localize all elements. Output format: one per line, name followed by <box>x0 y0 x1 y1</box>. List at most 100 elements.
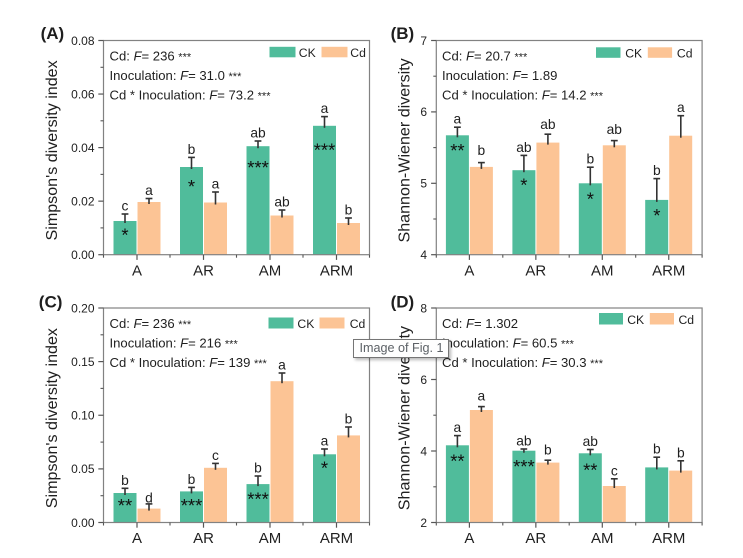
svg-text:*: * <box>587 189 594 210</box>
svg-text:b: b <box>544 442 552 457</box>
svg-text:CK: CK <box>297 317 314 331</box>
svg-text:ab: ab <box>607 122 623 137</box>
svg-text:b: b <box>478 143 486 158</box>
svg-text:(A): (A) <box>41 24 65 43</box>
svg-text:b: b <box>254 461 262 476</box>
svg-text:4: 4 <box>420 444 427 458</box>
svg-text:Cd: Cd <box>677 46 693 60</box>
svg-text:0.20: 0.20 <box>71 301 95 315</box>
svg-text:**: ** <box>118 495 132 516</box>
svg-text:AM: AM <box>259 530 282 547</box>
svg-text:d: d <box>145 490 153 505</box>
svg-text:(B): (B) <box>391 24 415 43</box>
svg-text:5: 5 <box>420 177 427 191</box>
svg-text:a: a <box>454 112 462 127</box>
svg-text:b: b <box>677 445 685 460</box>
svg-text:b: b <box>188 472 196 487</box>
svg-text:a: a <box>145 183 153 198</box>
svg-text:A: A <box>464 263 474 280</box>
svg-text:ARM: ARM <box>652 263 685 280</box>
svg-text:AR: AR <box>525 530 546 547</box>
svg-text:Shannon-Wiener diversity: Shannon-Wiener diversity <box>396 325 414 510</box>
svg-text:Shannon-Wiener diversity: Shannon-Wiener diversity <box>396 57 414 242</box>
svg-text:ab: ab <box>583 434 599 449</box>
svg-text:2: 2 <box>420 516 427 530</box>
svg-text:*: * <box>188 176 195 197</box>
svg-text:6: 6 <box>420 105 427 119</box>
svg-text:Inoculation: F= 216 ***: Inoculation: F= 216 *** <box>110 336 239 351</box>
svg-text:***: *** <box>314 140 336 161</box>
svg-text:0.15: 0.15 <box>71 355 95 369</box>
svg-text:ab: ab <box>516 434 532 449</box>
svg-text:6: 6 <box>420 373 427 387</box>
svg-text:Cd: F= 1.302: Cd: F= 1.302 <box>442 316 518 331</box>
svg-text:(D): (D) <box>391 293 415 312</box>
svg-text:AR: AR <box>193 263 214 280</box>
svg-text:ab: ab <box>516 140 532 155</box>
svg-text:a: a <box>677 100 685 115</box>
svg-text:(C): (C) <box>39 293 63 312</box>
svg-text:Cd: F= 236 ***: Cd: F= 236 *** <box>110 316 192 331</box>
svg-text:**: ** <box>583 459 597 480</box>
svg-text:AM: AM <box>259 263 282 280</box>
svg-text:8: 8 <box>420 301 427 315</box>
svg-text:Cd: F= 20.7 ***: Cd: F= 20.7 *** <box>442 48 528 63</box>
svg-text:***: *** <box>181 495 203 516</box>
svg-text:0.05: 0.05 <box>71 462 95 476</box>
svg-text:a: a <box>454 420 462 435</box>
svg-text:ab: ab <box>274 195 290 210</box>
svg-text:A: A <box>464 530 474 547</box>
svg-text:*: * <box>121 225 128 246</box>
svg-text:Simpson's diversity index: Simpson's diversity index <box>43 328 61 508</box>
svg-text:Inoculation: F= 1.89: Inoculation: F= 1.89 <box>442 68 557 83</box>
svg-text:Cd * Inoculation: F= 139 ***: Cd * Inoculation: F= 139 *** <box>110 355 268 370</box>
svg-text:Cd: Cd <box>350 46 366 60</box>
svg-text:0.06: 0.06 <box>71 87 95 101</box>
svg-text:0.02: 0.02 <box>71 195 95 209</box>
svg-text:b: b <box>345 412 353 427</box>
svg-text:Cd: Cd <box>350 317 366 331</box>
svg-text:AR: AR <box>525 263 546 280</box>
svg-text:b: b <box>653 163 661 178</box>
svg-text:c: c <box>611 463 618 478</box>
svg-text:4: 4 <box>420 248 427 262</box>
svg-text:a: a <box>321 101 329 116</box>
svg-text:*: * <box>653 205 660 226</box>
svg-text:CK: CK <box>627 313 644 327</box>
svg-text:b: b <box>653 442 661 457</box>
svg-text:b: b <box>586 152 594 167</box>
svg-text:a: a <box>212 177 220 192</box>
svg-text:Inoculation: F= 60.5 ***: Inoculation: F= 60.5 *** <box>442 336 575 351</box>
svg-text:a: a <box>478 389 486 404</box>
svg-text:c: c <box>212 448 219 463</box>
svg-text:0.08: 0.08 <box>71 34 95 48</box>
svg-text:ARM: ARM <box>320 263 353 280</box>
svg-text:**: ** <box>450 140 464 161</box>
svg-text:***: *** <box>513 456 535 477</box>
svg-text:*: * <box>321 458 328 479</box>
svg-text:b: b <box>345 203 353 218</box>
svg-text:a: a <box>321 434 329 449</box>
svg-text:c: c <box>122 199 129 214</box>
svg-text:0.00: 0.00 <box>71 516 95 530</box>
svg-text:0.00: 0.00 <box>71 248 95 262</box>
svg-text:Cd: F= 236 ***: Cd: F= 236 *** <box>110 48 192 63</box>
svg-text:***: *** <box>247 157 269 178</box>
svg-text:AM: AM <box>591 263 614 280</box>
svg-text:Inoculation: F= 31.0 ***: Inoculation: F= 31.0 *** <box>110 68 243 83</box>
svg-text:a: a <box>278 358 286 373</box>
svg-text:***: *** <box>247 489 269 510</box>
svg-text:Cd * Inoculation: F= 14.2 ***: Cd * Inoculation: F= 14.2 *** <box>442 88 604 103</box>
svg-text:Simpson's diversity index: Simpson's diversity index <box>43 60 61 240</box>
svg-text:7: 7 <box>420 34 427 48</box>
svg-text:Cd: Cd <box>679 313 695 327</box>
svg-text:0.10: 0.10 <box>71 409 95 423</box>
svg-text:**: ** <box>450 451 464 472</box>
svg-text:*: * <box>520 175 527 196</box>
svg-text:ab: ab <box>250 126 266 141</box>
svg-text:A: A <box>132 263 142 280</box>
svg-text:Cd * Inoculation: F= 73.2 ***: Cd * Inoculation: F= 73.2 *** <box>110 88 272 103</box>
svg-text:ab: ab <box>540 117 556 132</box>
svg-text:AM: AM <box>591 530 614 547</box>
svg-text:b: b <box>121 473 129 488</box>
